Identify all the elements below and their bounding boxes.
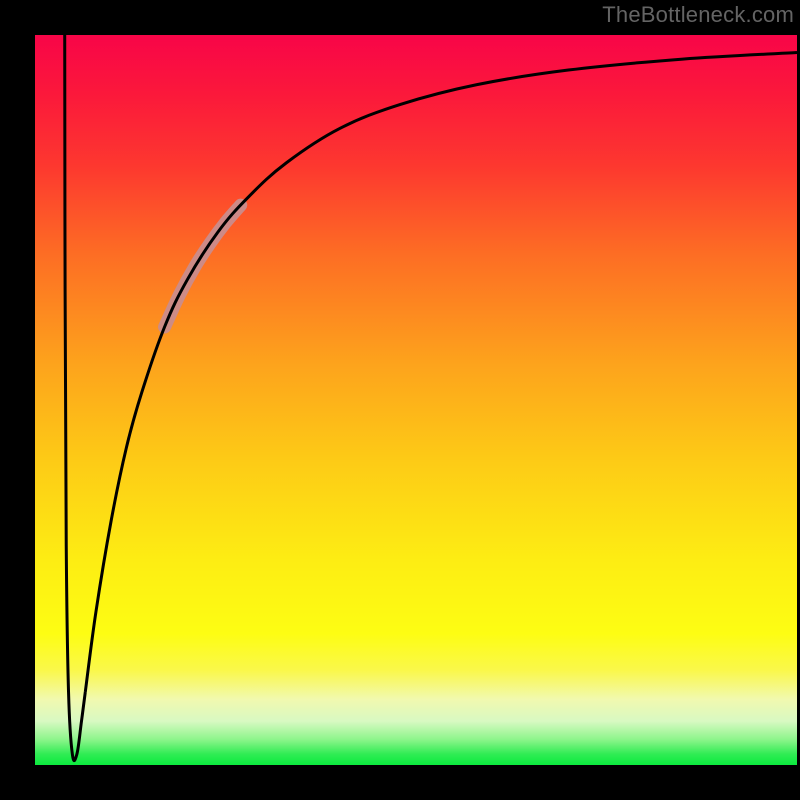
chart-container: { "meta": { "width": 800, "height": 800,… <box>0 0 800 800</box>
chart-svg <box>0 0 800 800</box>
plot-background <box>35 35 797 765</box>
watermark-text: TheBottleneck.com <box>602 2 794 28</box>
